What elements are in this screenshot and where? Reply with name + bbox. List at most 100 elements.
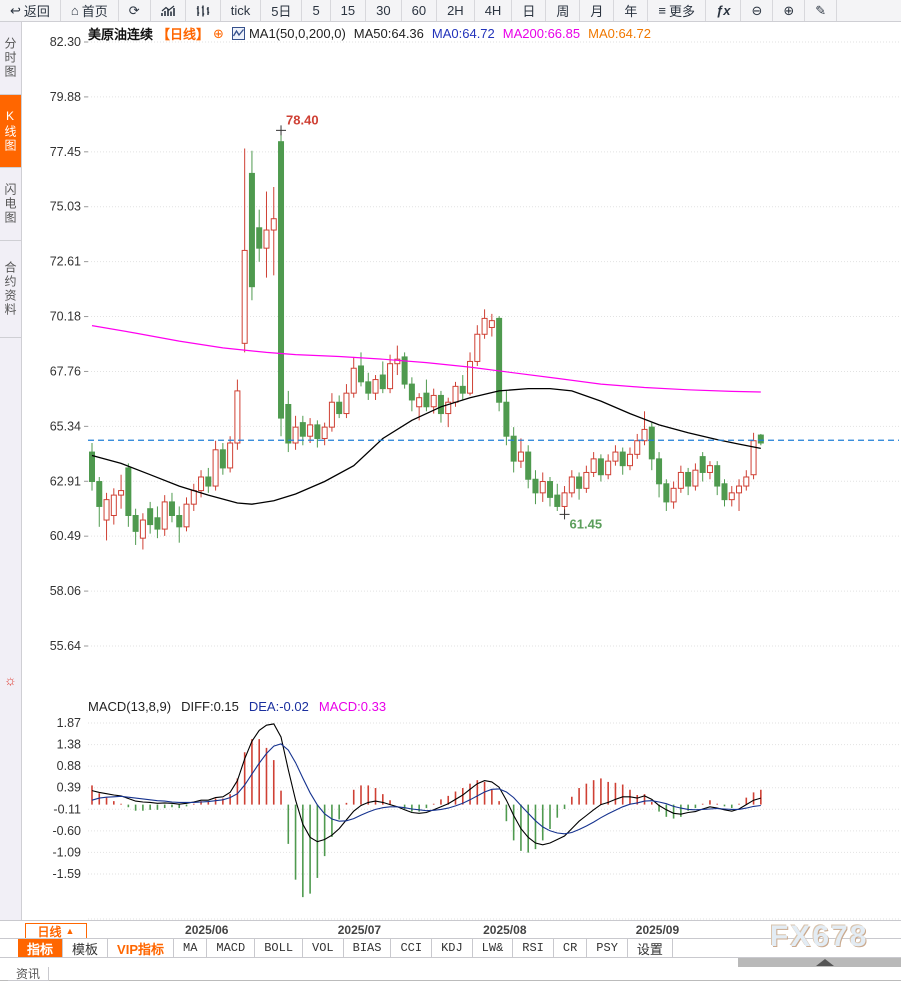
- candle: [118, 474, 125, 509]
- candle: [379, 361, 386, 394]
- timeframe-15m-button[interactable]: 15: [331, 0, 367, 21]
- timeframe-day-button[interactable]: 日: [512, 0, 547, 21]
- candle: [503, 390, 510, 446]
- home-button[interactable]: ⌂ 首页: [61, 0, 119, 21]
- candle: [416, 393, 423, 421]
- timeframe-5m-button[interactable]: 5: [302, 0, 331, 21]
- indicator-tab-cci[interactable]: CCI: [391, 939, 433, 957]
- period-selector-label: 日线: [37, 924, 62, 939]
- main-y-axis-label: 77.45: [50, 145, 81, 159]
- candle: [125, 463, 132, 527]
- indicator-tab-macd[interactable]: MACD: [207, 939, 256, 957]
- refresh-button[interactable]: ⟳: [119, 0, 151, 21]
- candle: [459, 375, 466, 400]
- ma200-value: MA200:66.85: [502, 26, 581, 41]
- timeframe-year-button[interactable]: 年: [614, 0, 649, 21]
- main-y-axis-label: 60.49: [50, 529, 81, 543]
- chart-type-sidebar: 分时图 K线图 闪电图 合约资料: [0, 22, 22, 938]
- sidebar-item-flash-chart[interactable]: 闪电图: [0, 168, 21, 241]
- candle: [336, 395, 343, 419]
- candle: [612, 445, 619, 466]
- macd-y-axis-label: -1.59: [53, 867, 82, 881]
- candle: [481, 309, 488, 339]
- indicator-tab-ma[interactable]: MA: [174, 939, 208, 957]
- indicator-fx-button[interactable]: ƒx: [706, 0, 742, 21]
- candle: [677, 465, 684, 493]
- main-y-axis-label: 79.88: [50, 90, 81, 104]
- candle: [583, 465, 590, 493]
- ma-indicator-icon[interactable]: [231, 27, 245, 40]
- timeframe-4h-button-label: 4H: [484, 3, 502, 18]
- indicator-tab-vol[interactable]: VOL: [303, 939, 344, 957]
- macd-settings-icon[interactable]: ☼: [4, 672, 17, 688]
- indicator-tab-设置[interactable]: 设置: [628, 939, 673, 957]
- candle: [314, 420, 321, 448]
- period-selector-button[interactable]: 日线 ▲: [25, 923, 87, 939]
- candle: [343, 384, 350, 419]
- macd-params[interactable]: MACD(13,8,9): [88, 699, 172, 714]
- ma-settings-text[interactable]: MA1(50,0,200,0): [248, 26, 346, 41]
- back-button[interactable]: ↩ 返回: [0, 0, 61, 21]
- macd-hist-value: MACD:0.33: [318, 699, 387, 714]
- ma200-line: [91, 325, 761, 393]
- timeframe-week-button-label: 周: [556, 4, 570, 19]
- timeframe-tick-button[interactable]: tick: [221, 0, 262, 21]
- timeframe-5d-button[interactable]: 5日: [261, 0, 303, 21]
- timeframe-30m-button[interactable]: 30: [366, 0, 402, 21]
- candle: [176, 506, 183, 543]
- draw-button[interactable]: ✎: [805, 0, 838, 21]
- timeframe-month-button[interactable]: 月: [580, 0, 615, 21]
- indicator-tab-模板[interactable]: 模板: [63, 939, 109, 957]
- candle: [328, 393, 335, 432]
- indicator-tab-vip指标[interactable]: VIP指标: [108, 939, 174, 957]
- timeframe-60m-button[interactable]: 60: [402, 0, 438, 21]
- sidebar-item-kline-chart[interactable]: K线图: [0, 95, 21, 168]
- add-compare-icon[interactable]: ⊕: [213, 25, 224, 41]
- main-grid: 82.30 79.88 77.45 75.03 72.61 70.18 67.76 65.34…: [50, 35, 899, 920]
- pencil-icon: ✎: [815, 3, 827, 18]
- candle: [219, 443, 226, 475]
- zoom-out-button[interactable]: ⊖: [741, 0, 774, 21]
- indicator-tab-kdj[interactable]: KDJ: [432, 939, 473, 957]
- candle: [190, 483, 197, 511]
- zoom-in-button[interactable]: ⊕: [773, 0, 806, 21]
- timeframe-30m-button-label: 30: [376, 3, 391, 18]
- sidebar-item-contract-info[interactable]: 合约资料: [0, 241, 21, 338]
- candle: [139, 513, 146, 550]
- candle: [605, 454, 612, 480]
- candle: [270, 186, 277, 276]
- indicator-tab-指标[interactable]: 指标: [18, 939, 64, 957]
- sidebar-item-time-chart[interactable]: 分时图: [0, 22, 21, 95]
- top-toolbar: ↩ 返回 ⌂ 首页 ⟳ tick 5日 5 15 30 60 2H 4H 日周月年 ≡ 更多 ƒx ⊖ ⊕ ✎: [0, 0, 901, 22]
- indicator-tab-rsi[interactable]: RSI: [513, 939, 554, 957]
- candle: [699, 452, 706, 482]
- annotation-text: 78.40: [286, 112, 319, 127]
- timeframe-2h-button[interactable]: 2H: [437, 0, 475, 21]
- bottom-bar: 资讯: [0, 967, 901, 981]
- timeframe-4h-button[interactable]: 4H: [475, 0, 513, 21]
- indicator-tab-bias[interactable]: BIAS: [344, 939, 392, 957]
- x-axis-label: 2025/09: [635, 923, 680, 937]
- timeframe-week-button[interactable]: 周: [546, 0, 581, 21]
- indicator-tab-psy[interactable]: PSY: [587, 939, 628, 957]
- main-y-axis-label: 62.91: [50, 474, 81, 488]
- candle: [372, 375, 379, 400]
- timeframe-tick-button-label: tick: [230, 3, 251, 18]
- line-chart-button[interactable]: [151, 0, 186, 21]
- candlestick-icon: [196, 5, 210, 17]
- macd-y-axis-label: -0.60: [53, 824, 82, 838]
- indicator-tab-cr[interactable]: CR: [554, 939, 588, 957]
- bottom-scrollbar[interactable]: [738, 958, 901, 967]
- news-tab[interactable]: 资讯: [8, 967, 50, 981]
- home-icon: ⌂: [70, 3, 79, 18]
- indicator-tab-lw&[interactable]: LW&: [473, 939, 514, 957]
- more-button[interactable]: ≡ 更多: [648, 0, 706, 21]
- expand-up-arrow-icon[interactable]: [816, 959, 834, 966]
- candlestick-button[interactable]: [186, 0, 221, 21]
- indicator-tab-boll[interactable]: BOLL: [255, 939, 304, 957]
- ma50-value: MA50:64.36: [353, 26, 424, 41]
- candle: [692, 463, 699, 491]
- candle: [641, 411, 648, 446]
